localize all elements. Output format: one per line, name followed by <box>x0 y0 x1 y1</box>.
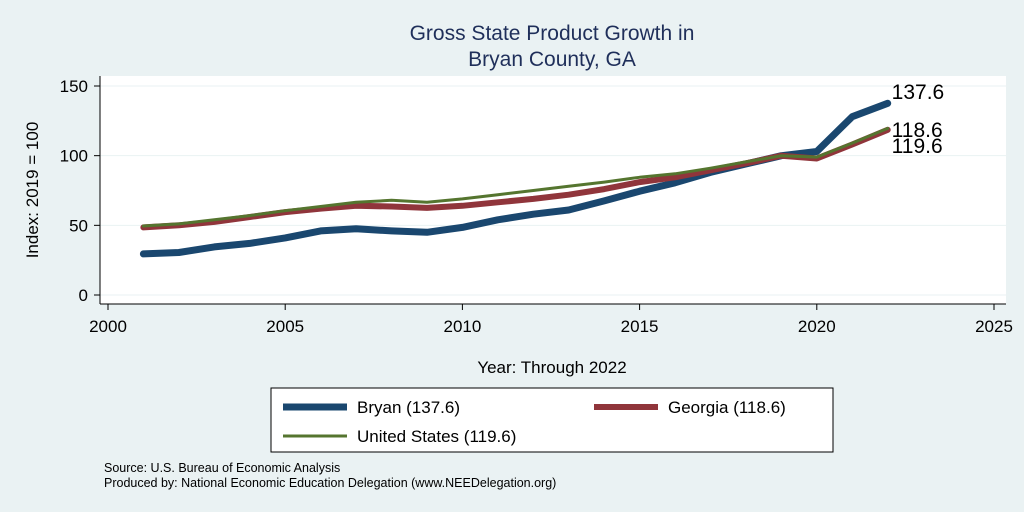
end-label-bryan: 137.6 <box>892 81 945 104</box>
legend-label: United States (119.6) <box>357 427 516 446</box>
y-axis-label: Index: 2019 = 100 <box>23 122 42 259</box>
series-layer <box>139 99 892 258</box>
gridlines <box>100 85 1006 296</box>
y-tick-label: 0 <box>79 286 88 305</box>
legend-label: Georgia (118.6) <box>668 398 786 417</box>
produced-by-note: Produced by: National Economic Education… <box>104 476 556 490</box>
y-tick-label: 50 <box>69 216 88 235</box>
x-tick-label: 2025 <box>975 317 1013 336</box>
y-axis-ticks: 0 50 100 150 <box>60 77 100 305</box>
chart-title-line-2: Bryan County, GA <box>468 48 636 71</box>
source-note: Source: U.S. Bureau of Economic Analysis <box>104 461 340 475</box>
x-tick-label: 2020 <box>798 317 836 336</box>
x-tick-label: 2000 <box>89 317 127 336</box>
x-tick-label: 2015 <box>621 317 659 336</box>
legend <box>270 387 834 453</box>
legend-label: Bryan (137.6) <box>357 398 460 417</box>
x-tick-label: 2010 <box>443 317 481 336</box>
series-line-united-states <box>141 126 890 228</box>
y-tick-label: 100 <box>60 147 88 166</box>
x-axis-label: Year: Through 2022 <box>477 358 626 377</box>
y-tick-label: 150 <box>60 77 88 96</box>
legend-items: Bryan (137.6) Georgia (118.6) United State… <box>283 398 786 446</box>
chart-title-line-1: Gross State Product Growth in <box>410 22 695 45</box>
x-tick-label: 2005 <box>266 317 304 336</box>
end-label-united-states: 119.6 <box>892 135 943 158</box>
end-label-georgia: 118.6 <box>892 119 943 142</box>
x-axis-ticks: 2000 2005 2010 2015 2020 2025 <box>89 304 1013 336</box>
